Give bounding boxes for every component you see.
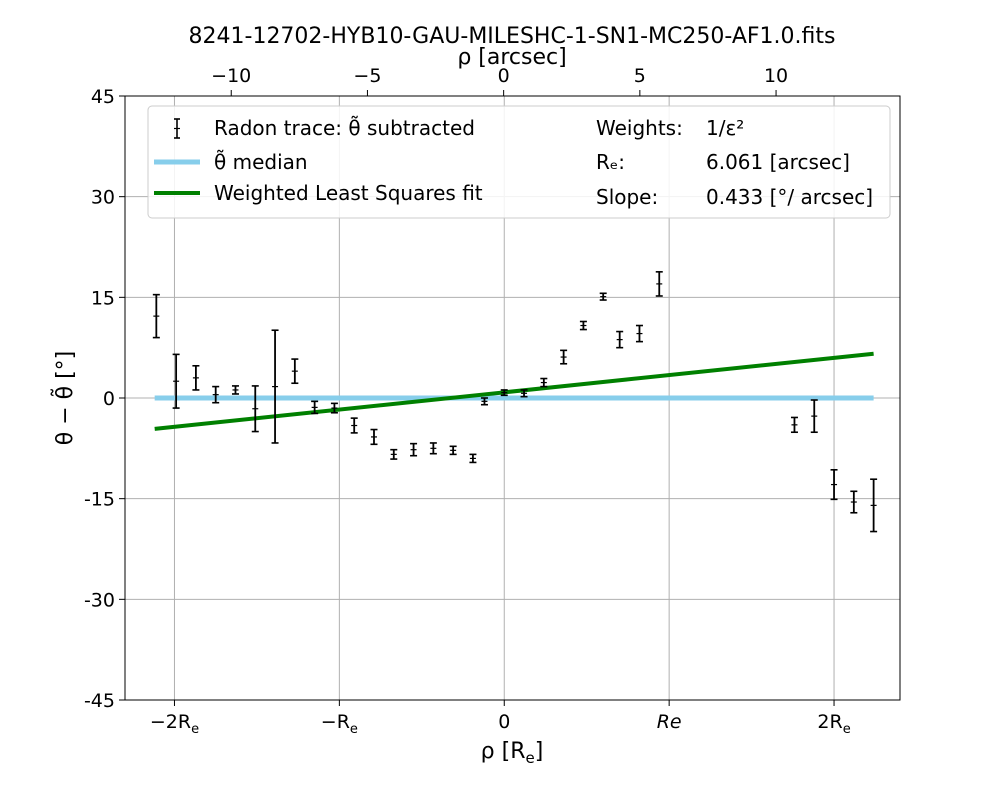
data-point	[469, 453, 477, 464]
data-point	[192, 364, 200, 391]
data-point	[251, 385, 259, 433]
data-point	[291, 358, 299, 385]
data-point	[560, 349, 568, 365]
x-tick-label: 2Re	[817, 711, 850, 737]
chart-title: 8241-12702-HYB10-GAU-MILESHC-1-SN1-MC250…	[189, 24, 836, 49]
y-tick-label: -15	[84, 489, 115, 511]
data-point	[350, 417, 358, 434]
annotation-weights-label: Weights:	[596, 116, 683, 140]
data-point	[449, 445, 457, 456]
legend-fit-label: Weighted Least Squares fit	[214, 181, 483, 205]
data-point	[429, 442, 437, 455]
y-axis-label: θ − θ̃ [°]	[50, 351, 78, 446]
top-x-tick-label: −10	[211, 65, 251, 87]
y-tick-label: 45	[91, 86, 115, 108]
annotation-re-label: Rₑ:	[596, 150, 625, 174]
x-tick-label: 0	[498, 711, 510, 733]
annotation-slope-label: Slope:	[596, 185, 658, 209]
legend-radon-label: Radon trace: θ̃ subtracted	[214, 115, 475, 140]
y-tick-label: 30	[91, 187, 115, 209]
legend-box	[147, 105, 891, 219]
data-point	[172, 353, 180, 409]
y-tick-label: 15	[91, 287, 115, 309]
x-axis-label-sub: e	[526, 749, 535, 767]
data-point	[271, 329, 279, 444]
data-point	[655, 271, 663, 297]
top-x-tick-label: 0	[498, 65, 510, 87]
data-point	[500, 389, 508, 397]
y-tick-label: 0	[103, 388, 115, 410]
data-point	[635, 324, 643, 343]
data-point	[616, 330, 624, 349]
top-x-tick-label: 5	[634, 65, 646, 87]
data-point	[810, 399, 818, 434]
data-point	[311, 400, 319, 415]
y-tick-label: -45	[84, 690, 115, 712]
data-point	[850, 490, 858, 514]
top-x-tick-label: −5	[353, 65, 381, 87]
data-point	[480, 397, 488, 406]
data-point	[152, 293, 160, 339]
data-point	[579, 320, 587, 331]
annotation-slope-value: 0.433 [°/ arcsec]	[706, 185, 873, 209]
data-point	[790, 416, 798, 434]
x-axis-label-main: ρ [R	[481, 739, 526, 764]
data-point	[599, 292, 607, 301]
data-point	[330, 402, 338, 414]
x-tick-label: −Re	[321, 711, 358, 737]
data-point	[870, 478, 878, 533]
annotation-weights-value: 1/ε²	[706, 116, 744, 140]
data-point	[540, 377, 548, 388]
x-axis-label: ρ [Re]	[481, 739, 544, 767]
legend-median-label: θ̃ median	[214, 149, 308, 174]
legend: Radon trace: θ̃ subtracted θ̃ median Wei…	[147, 105, 891, 219]
annotation-re-value: 6.061 [arcsec]	[706, 150, 850, 174]
x-tick-label: Re	[657, 711, 682, 733]
data-point	[410, 442, 418, 457]
y-tick-label: -30	[84, 589, 115, 611]
data-points	[152, 271, 878, 533]
axis-ticks: 45 30 15 0 -15 -30 -45 −2Re −Re 0 Re 2Re −10 −5 0 5 10	[84, 65, 851, 737]
data-point	[212, 385, 220, 404]
series-lines	[154, 351, 874, 431]
x-axis-label-end: ]	[535, 739, 544, 764]
top-x-tick-label: 10	[764, 65, 788, 87]
top-x-axis-label: ρ [arcsec]	[457, 45, 566, 70]
plot-frame	[124, 95, 901, 701]
data-point	[390, 448, 398, 460]
data-point	[370, 428, 378, 446]
legend-radon-marker	[174, 118, 180, 139]
fit-line	[154, 351, 874, 431]
data-point	[231, 385, 239, 395]
data-point	[520, 389, 528, 398]
data-point	[830, 469, 838, 501]
x-tick-label: −2Re	[150, 711, 199, 737]
